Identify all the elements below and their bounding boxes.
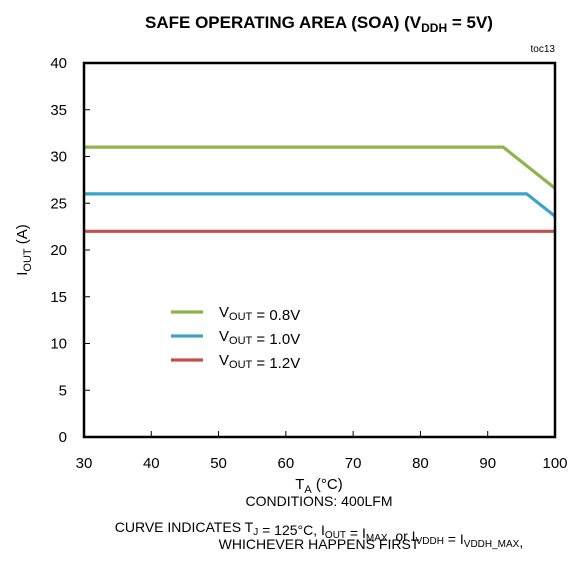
y-tick-label: 25 — [50, 195, 67, 212]
y-tick-label: 0 — [59, 429, 67, 446]
y-tick-label: 15 — [50, 289, 67, 306]
chart-title: SAFE OPERATING AREA (SOA) (VDDH = 5V) — [145, 13, 493, 35]
footnote-line-1: CURVE INDICATES TJ = 125°C, IOUT = IMAX,… — [115, 519, 524, 550]
series-line-2 — [84, 192, 556, 218]
x-tick-label: 60 — [278, 455, 295, 472]
figure-tag: toc13 — [531, 44, 556, 55]
plot-frame — [82, 61, 557, 439]
legend-label-3: VOUT = 1.2V — [219, 352, 300, 372]
series-line-1 — [84, 145, 556, 190]
footnote: CURVE INDICATES TJ = 125°C, IOUT = IMAX,… — [115, 519, 524, 552]
x-tick-label: 50 — [210, 455, 227, 472]
legend-label-1: VOUT = 0.8V — [219, 304, 300, 324]
legend-label-2: VOUT = 1.0V — [219, 328, 300, 348]
y-tick-label: 30 — [50, 149, 67, 166]
y-tick-label: 35 — [50, 102, 67, 119]
y-axis-label: IOUT (A) — [14, 224, 34, 276]
x-tick-label: 70 — [345, 455, 362, 472]
legend: VOUT = 0.8V VOUT = 1.0V VOUT = 1.2V — [163, 297, 323, 381]
x-axis-label: TA (°C) — [295, 476, 343, 496]
x-tick-label: 30 — [76, 455, 93, 472]
y-tick-label: 40 — [50, 55, 67, 72]
plot-area: 30 40 50 60 70 80 90 100 0 5 10 15 20 25 30 35 40 — [50, 55, 567, 472]
conditions-note: CONDITIONS: 400LFM — [245, 493, 392, 509]
y-tick-label: 5 — [59, 382, 67, 399]
x-tick-label: 40 — [143, 455, 160, 472]
x-tick-label: 80 — [412, 455, 429, 472]
x-tick-label: 90 — [479, 455, 496, 472]
x-tick-label: 100 — [542, 455, 567, 472]
y-tick-label: 20 — [50, 242, 67, 259]
footnote-line-2: WHICHEVER HAPPENS FIRST — [219, 536, 420, 552]
y-tick-label: 10 — [50, 336, 67, 353]
